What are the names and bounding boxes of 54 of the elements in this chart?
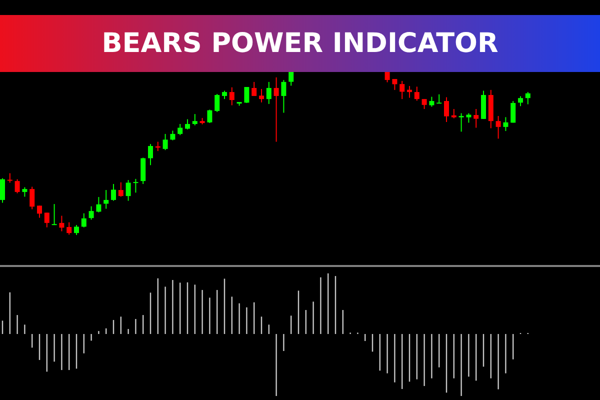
candlestick	[400, 80, 405, 100]
candlestick	[525, 92, 530, 105]
candlestick	[96, 196, 102, 213]
candlestick	[288, 72, 294, 86]
candlestick	[88, 206, 94, 220]
candlestick	[178, 123, 183, 136]
candlestick	[74, 224, 79, 236]
candlestick	[444, 96, 449, 123]
chart-title: BEARS POWER INDICATOR	[102, 28, 498, 59]
candlestick	[133, 178, 138, 194]
candlestick	[252, 81, 257, 96]
candlestick	[192, 114, 198, 126]
candlestick	[170, 130, 176, 141]
candlestick	[481, 90, 486, 120]
candlestick	[140, 157, 146, 184]
candlestick	[37, 205, 42, 218]
candlestick	[162, 133, 168, 151]
candlestick	[510, 100, 516, 124]
candlestick	[111, 183, 116, 202]
candlestick	[66, 222, 72, 236]
candlestick	[392, 78, 398, 90]
candlestick	[281, 79, 286, 114]
candlestick	[126, 180, 131, 202]
candlestick	[422, 98, 427, 110]
candlestick	[518, 96, 523, 107]
candlestick	[22, 186, 28, 198]
candlestick	[59, 215, 64, 232]
candlestick	[503, 116, 508, 132]
candlestick	[118, 182, 124, 198]
candlestick	[244, 86, 250, 104]
candlestick	[30, 186, 35, 210]
candlestick	[148, 144, 153, 166]
candlestick	[384, 72, 390, 83]
candlestick	[207, 109, 212, 124]
candlestick	[185, 118, 190, 130]
candlestick	[414, 86, 420, 102]
candlestick	[214, 94, 220, 112]
candlestick	[474, 108, 479, 128]
candlestick	[7, 172, 12, 184]
candlestick	[274, 76, 279, 142]
candlestick	[44, 212, 50, 228]
candlestick	[451, 108, 456, 119]
candlestick	[14, 178, 20, 194]
candlestick	[52, 204, 57, 226]
candlestick	[496, 116, 501, 140]
candlestick	[104, 190, 109, 210]
candlestick	[458, 112, 464, 132]
candlestick	[81, 212, 86, 228]
candlestick	[466, 112, 472, 124]
candlestick	[266, 81, 272, 104]
candlestick	[0, 178, 5, 204]
candlestick	[259, 88, 264, 103]
candlestick	[229, 86, 234, 106]
candlestick	[429, 96, 434, 108]
